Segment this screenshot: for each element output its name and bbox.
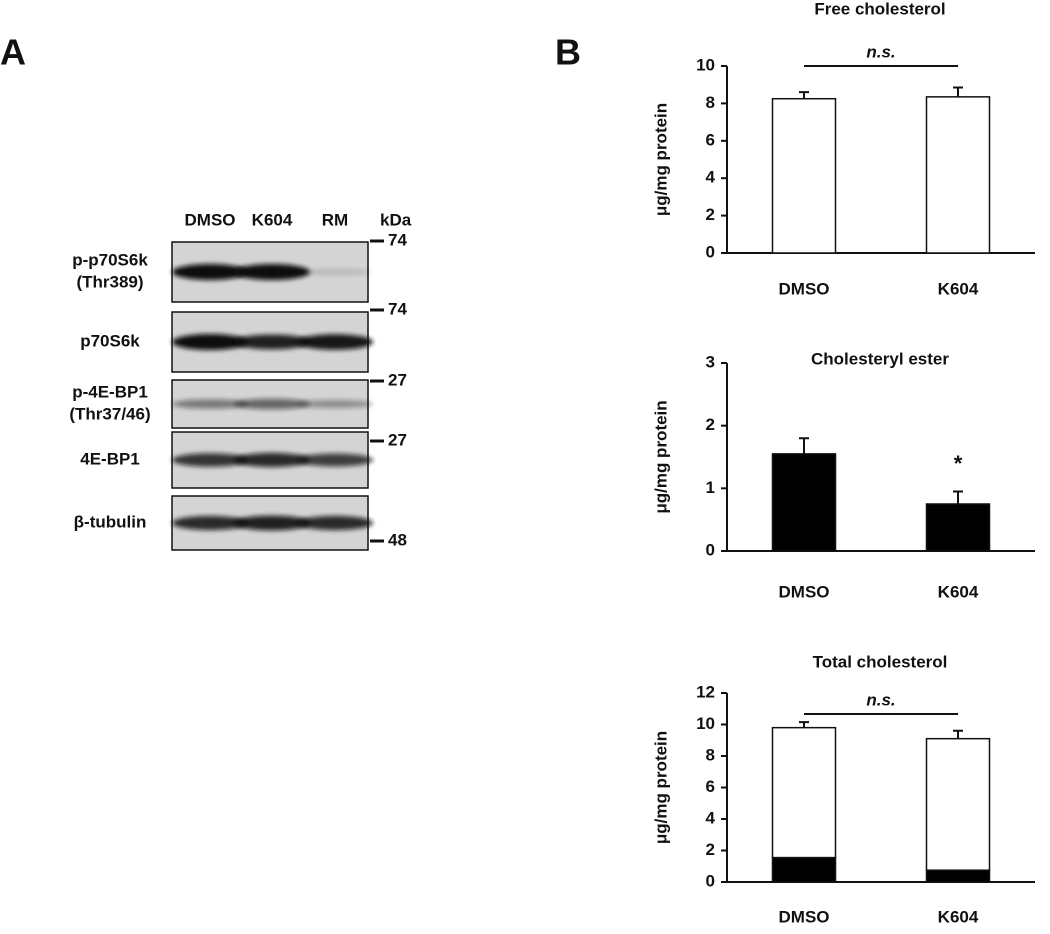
band [234, 452, 310, 468]
row-label: p70S6k [80, 331, 140, 350]
y-axis-label: μg/mg protein [651, 731, 670, 844]
lane-label: DMSO [185, 210, 236, 229]
error-bar [953, 86, 963, 97]
y-tick-label: 2 [706, 205, 715, 224]
chart-title: Free cholesterol [814, 0, 945, 18]
lane-label: K604 [252, 210, 293, 229]
band [234, 334, 310, 350]
x-tick-label: K604 [938, 279, 979, 298]
y-tick-label: 8 [706, 745, 715, 764]
band [172, 334, 248, 350]
error-bar [799, 91, 809, 99]
band [297, 453, 373, 467]
y-tick-label: 1 [706, 478, 715, 497]
y-tick-label: 4 [706, 168, 716, 187]
y-tick-label: 0 [706, 871, 715, 890]
band [172, 515, 248, 531]
row-label: p-4E-BP1 [72, 382, 148, 401]
panel-label: A [0, 32, 26, 73]
y-tick-label: 3 [706, 352, 715, 371]
marker-label: 27 [388, 430, 407, 449]
unit-label: kDa [380, 210, 412, 229]
band [172, 453, 248, 467]
y-tick-label: 10 [696, 714, 715, 733]
bar [925, 503, 991, 552]
y-tick-label: 0 [706, 540, 715, 559]
x-tick-label: K604 [938, 582, 979, 601]
chart-title: Cholesteryl ester [811, 349, 949, 368]
error-bar [799, 437, 809, 454]
y-tick-label: 8 [706, 93, 715, 112]
row-label: 4E-BP1 [80, 449, 140, 468]
row-label: (Thr389) [76, 272, 143, 291]
y-tick-label: 4 [706, 808, 716, 827]
row-label: p-p70S6k [72, 250, 148, 269]
row-label: β-tubulin [74, 512, 147, 531]
annotation: * [954, 451, 963, 476]
marker-label: 74 [388, 299, 407, 318]
annotation: n.s. [866, 42, 895, 61]
row-label: (Thr37/46) [69, 404, 150, 423]
panel-label: B [555, 32, 581, 73]
annotation: n.s. [866, 690, 895, 709]
band [172, 264, 248, 280]
y-tick-label: 0 [706, 242, 715, 261]
bar [771, 726, 837, 859]
x-tick-label: DMSO [779, 907, 830, 926]
chart-title: Total cholesterol [813, 652, 948, 671]
y-tick-label: 2 [706, 415, 715, 434]
bar [925, 869, 991, 883]
y-tick-label: 6 [706, 777, 715, 796]
lane-label: RM [322, 210, 348, 229]
bar [771, 856, 837, 883]
marker-label: 74 [388, 230, 407, 249]
bar [925, 737, 991, 871]
error-bar [953, 490, 963, 504]
marker-label: 48 [388, 530, 407, 549]
band [172, 399, 248, 409]
band [297, 269, 373, 275]
band [297, 334, 373, 350]
band [234, 515, 310, 531]
y-tick-label: 12 [696, 682, 715, 701]
band [297, 399, 373, 409]
bar [771, 97, 837, 254]
bar [771, 453, 837, 552]
y-axis-label: μg/mg protein [651, 103, 670, 216]
x-tick-label: K604 [938, 907, 979, 926]
band [297, 515, 373, 531]
y-tick-label: 10 [696, 55, 715, 74]
bar [925, 96, 991, 254]
x-tick-label: DMSO [779, 279, 830, 298]
x-tick-label: DMSO [779, 582, 830, 601]
y-axis-label: μg/mg protein [651, 400, 670, 513]
y-tick-label: 6 [706, 130, 715, 149]
y-tick-label: 2 [706, 840, 715, 859]
band [234, 264, 310, 280]
band [234, 398, 310, 410]
marker-label: 27 [388, 370, 407, 389]
error-bar [799, 721, 809, 728]
error-bar [953, 729, 963, 739]
